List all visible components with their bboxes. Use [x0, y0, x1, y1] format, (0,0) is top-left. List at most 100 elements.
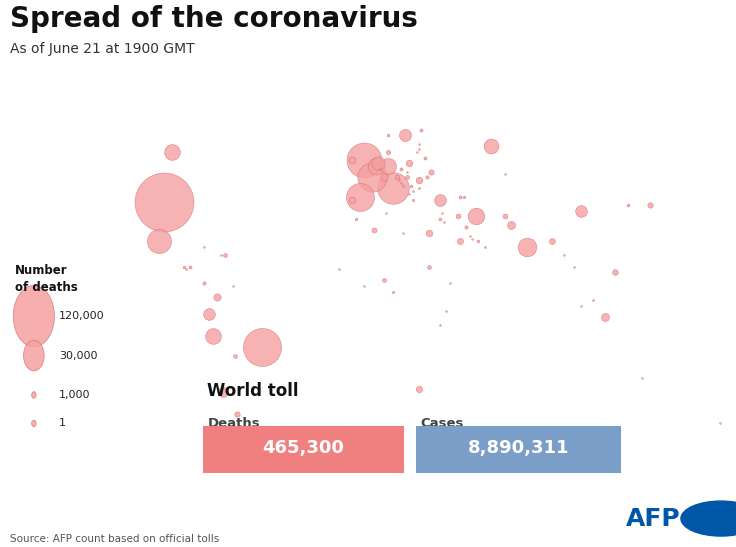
- Point: [587, 295, 599, 304]
- Text: Number: Number: [15, 264, 68, 277]
- Text: 30,000: 30,000: [59, 351, 97, 360]
- Point: [333, 265, 345, 274]
- Point: [378, 173, 390, 182]
- Point: [444, 279, 456, 288]
- Point: [522, 243, 534, 252]
- Point: [470, 212, 482, 220]
- Point: [411, 148, 423, 156]
- Circle shape: [32, 392, 36, 398]
- Text: of deaths: of deaths: [15, 281, 77, 294]
- Point: [454, 237, 466, 246]
- Point: [485, 142, 497, 151]
- Point: [473, 237, 484, 246]
- Point: [227, 282, 239, 290]
- Point: [368, 226, 380, 235]
- Point: [413, 139, 425, 148]
- Point: [350, 214, 361, 223]
- Point: [460, 223, 472, 232]
- Point: [178, 262, 190, 271]
- Point: [546, 237, 558, 246]
- Point: [413, 385, 425, 394]
- Point: [231, 410, 243, 419]
- Point: [378, 276, 390, 285]
- Point: [440, 307, 452, 316]
- Point: [375, 165, 386, 173]
- Point: [438, 218, 450, 226]
- Point: [434, 195, 445, 204]
- Point: [202, 310, 214, 318]
- Point: [219, 251, 231, 260]
- Point: [403, 190, 415, 199]
- Point: [636, 374, 648, 382]
- Point: [407, 187, 419, 195]
- Point: [434, 214, 445, 223]
- Point: [207, 332, 219, 341]
- Point: [422, 173, 434, 182]
- Point: [256, 343, 268, 352]
- Circle shape: [32, 420, 36, 427]
- Point: [459, 193, 470, 201]
- Point: [397, 181, 408, 190]
- Point: [399, 131, 411, 139]
- Point: [154, 237, 166, 246]
- Point: [467, 234, 478, 243]
- Point: [391, 173, 403, 182]
- Text: 1,000: 1,000: [59, 390, 91, 400]
- Point: [569, 262, 581, 271]
- Point: [413, 145, 425, 154]
- Point: [358, 282, 369, 290]
- Text: Deaths: Deaths: [208, 417, 260, 430]
- Point: [346, 195, 358, 204]
- Point: [358, 156, 369, 165]
- Point: [372, 159, 384, 167]
- Point: [217, 388, 229, 397]
- Point: [394, 178, 406, 187]
- Point: [622, 201, 634, 210]
- Point: [436, 209, 447, 218]
- Point: [415, 125, 427, 134]
- Circle shape: [681, 501, 736, 536]
- Circle shape: [24, 340, 44, 371]
- Text: As of June 21 at 1900 GMT: As of June 21 at 1900 GMT: [10, 43, 194, 56]
- Point: [401, 173, 413, 182]
- Text: Source: AFP count based on official tolls: Source: AFP count based on official toll…: [10, 534, 219, 544]
- Point: [386, 184, 398, 193]
- Text: World toll: World toll: [208, 382, 299, 400]
- Point: [575, 206, 587, 215]
- Point: [405, 181, 417, 190]
- Circle shape: [13, 286, 54, 347]
- Point: [714, 418, 726, 427]
- Point: [383, 148, 394, 156]
- Point: [403, 159, 415, 167]
- Text: 8,890,311: 8,890,311: [468, 439, 570, 457]
- Point: [464, 231, 476, 240]
- Point: [644, 201, 656, 210]
- Text: AFP: AFP: [626, 507, 681, 531]
- Point: [599, 312, 611, 321]
- Point: [420, 153, 431, 162]
- Text: 120,000: 120,000: [59, 311, 105, 321]
- Point: [354, 193, 366, 201]
- Point: [383, 162, 394, 171]
- Point: [423, 229, 435, 237]
- Point: [166, 148, 177, 156]
- Point: [407, 195, 419, 204]
- Text: Spread of the coronavirus: Spread of the coronavirus: [10, 5, 417, 33]
- Point: [393, 176, 405, 184]
- Point: [394, 165, 406, 173]
- Point: [370, 162, 382, 171]
- Point: [215, 251, 227, 260]
- Point: [454, 193, 466, 201]
- Point: [478, 243, 490, 252]
- Text: 465,300: 465,300: [262, 439, 344, 457]
- Point: [386, 287, 398, 296]
- Point: [158, 198, 169, 207]
- Text: Cases: Cases: [421, 417, 464, 430]
- Point: [609, 267, 621, 276]
- Point: [425, 167, 437, 176]
- Point: [413, 176, 425, 184]
- Point: [423, 262, 435, 271]
- Point: [180, 265, 192, 274]
- Point: [381, 209, 392, 218]
- Text: 1: 1: [59, 418, 66, 428]
